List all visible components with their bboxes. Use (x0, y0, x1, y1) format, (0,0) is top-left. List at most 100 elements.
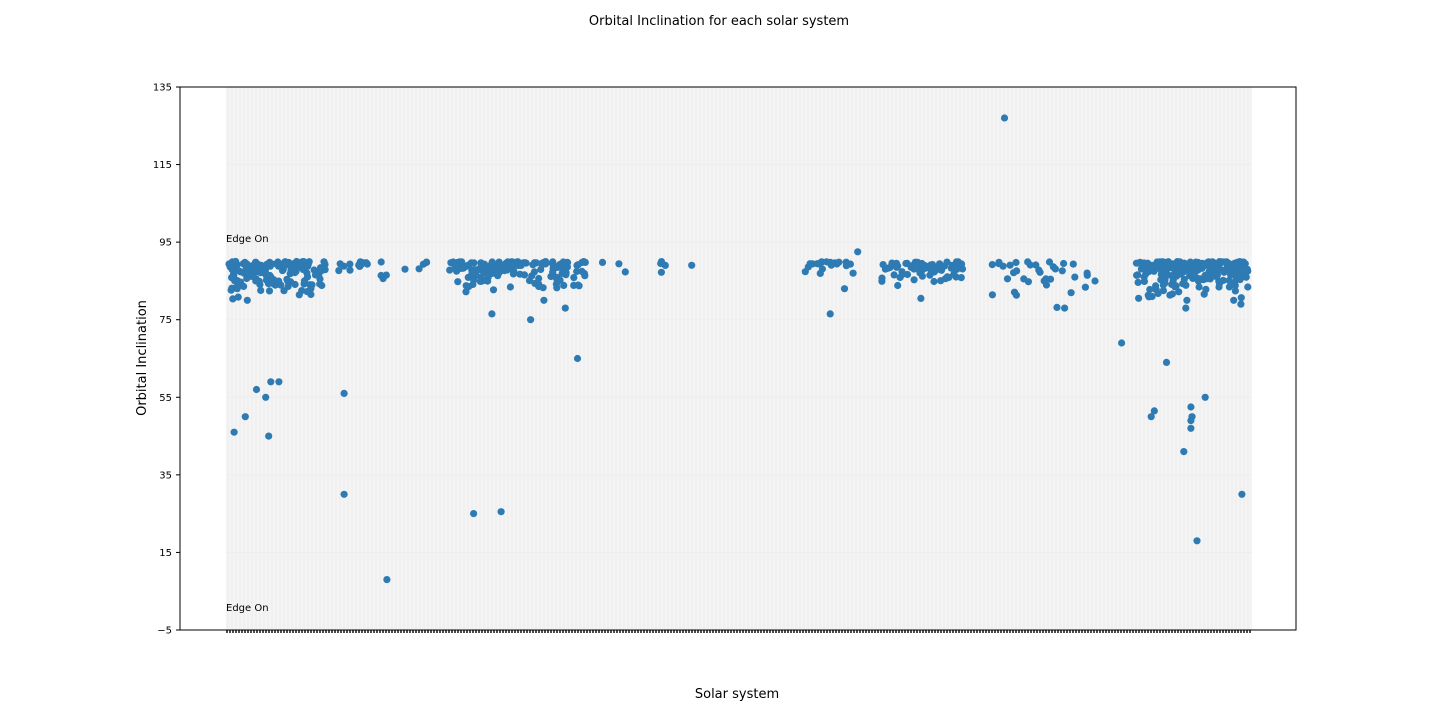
data-point (530, 268, 539, 276)
data-point (1238, 490, 1246, 498)
data-point (1036, 268, 1044, 276)
data-point (657, 259, 665, 268)
data-point (570, 274, 578, 282)
data-point (1152, 282, 1160, 290)
data-point (262, 393, 270, 401)
data-point (1231, 287, 1239, 295)
data-point (930, 277, 938, 286)
data-point (1154, 289, 1162, 298)
data-point (377, 258, 385, 266)
data-point (1061, 304, 1069, 312)
data-point (1201, 393, 1209, 401)
data-point (229, 295, 237, 303)
data-point (553, 284, 561, 292)
data-point (1067, 289, 1075, 297)
data-point (315, 271, 323, 280)
data-point (451, 263, 459, 271)
data-point (267, 378, 275, 386)
data-point (310, 266, 318, 274)
data-point (890, 271, 898, 279)
data-point (1223, 258, 1231, 266)
data-point (615, 260, 623, 268)
data-point (1118, 339, 1126, 347)
data-point (494, 272, 502, 280)
y-axis-ticks: −5 15 35 55 75 95 115 135 (153, 83, 180, 637)
data-point (1091, 277, 1099, 285)
data-point (243, 260, 251, 268)
data-point (1168, 290, 1176, 298)
data-point (226, 263, 234, 271)
data-point (1172, 282, 1180, 290)
data-point (1058, 267, 1066, 275)
y-tick-label: 95 (159, 238, 172, 249)
data-point (1186, 272, 1194, 280)
data-point (1160, 277, 1168, 285)
data-point (1234, 270, 1242, 278)
chart-title: Orbital Inclination for each solar syste… (589, 14, 849, 29)
data-point (514, 258, 522, 266)
data-point (573, 261, 581, 269)
data-point (1145, 293, 1153, 301)
data-point (1237, 300, 1245, 308)
data-point (1150, 407, 1158, 415)
data-point (1175, 288, 1183, 296)
y-tick-label: 35 (159, 470, 172, 481)
data-point (893, 263, 901, 271)
x-axis-label: Solar system (695, 687, 779, 702)
data-point (457, 264, 465, 272)
data-point (826, 310, 834, 318)
data-point (265, 287, 274, 295)
data-point (1046, 275, 1055, 283)
data-point (336, 260, 344, 268)
data-points (225, 114, 1252, 584)
data-point (241, 413, 249, 421)
data-point (879, 261, 887, 269)
data-point (910, 276, 918, 284)
plot-frame (179, 86, 1297, 631)
data-point (464, 273, 472, 281)
data-point (1146, 285, 1154, 294)
band-lines (226, 86, 1252, 631)
data-point (945, 273, 953, 282)
data-point (1071, 273, 1079, 281)
data-point (308, 281, 316, 289)
data-point (1180, 259, 1188, 267)
data-point (1003, 275, 1012, 283)
data-point (304, 260, 312, 268)
data-point (317, 264, 325, 272)
data-point (560, 281, 568, 289)
data-point (1158, 271, 1166, 279)
data-point (888, 259, 896, 267)
data-point (277, 281, 285, 289)
data-point (467, 259, 475, 267)
data-point (598, 258, 607, 266)
data-point (953, 263, 961, 271)
data-point (918, 272, 927, 280)
data-point (903, 270, 912, 279)
data-point (1180, 275, 1188, 283)
data-point (995, 258, 1003, 266)
data-point (831, 259, 839, 267)
data-point (573, 267, 581, 275)
data-point (230, 428, 238, 436)
data-point (537, 265, 545, 274)
data-point (894, 281, 902, 290)
data-point (1081, 283, 1089, 291)
data-point (1136, 259, 1144, 267)
data-point (383, 576, 391, 584)
data-point (477, 266, 486, 274)
data-point (937, 266, 946, 274)
data-point (1083, 271, 1091, 279)
data-point (1225, 283, 1233, 291)
data-point (557, 260, 566, 268)
data-point (470, 273, 478, 281)
data-point (570, 281, 578, 289)
data-point (1226, 267, 1234, 275)
data-point (1006, 261, 1014, 269)
data-point (257, 286, 265, 294)
data-point (573, 354, 582, 363)
y-tick-label: 135 (153, 83, 172, 94)
data-point (495, 258, 503, 266)
data-point (1134, 271, 1142, 279)
data-point (295, 291, 303, 299)
